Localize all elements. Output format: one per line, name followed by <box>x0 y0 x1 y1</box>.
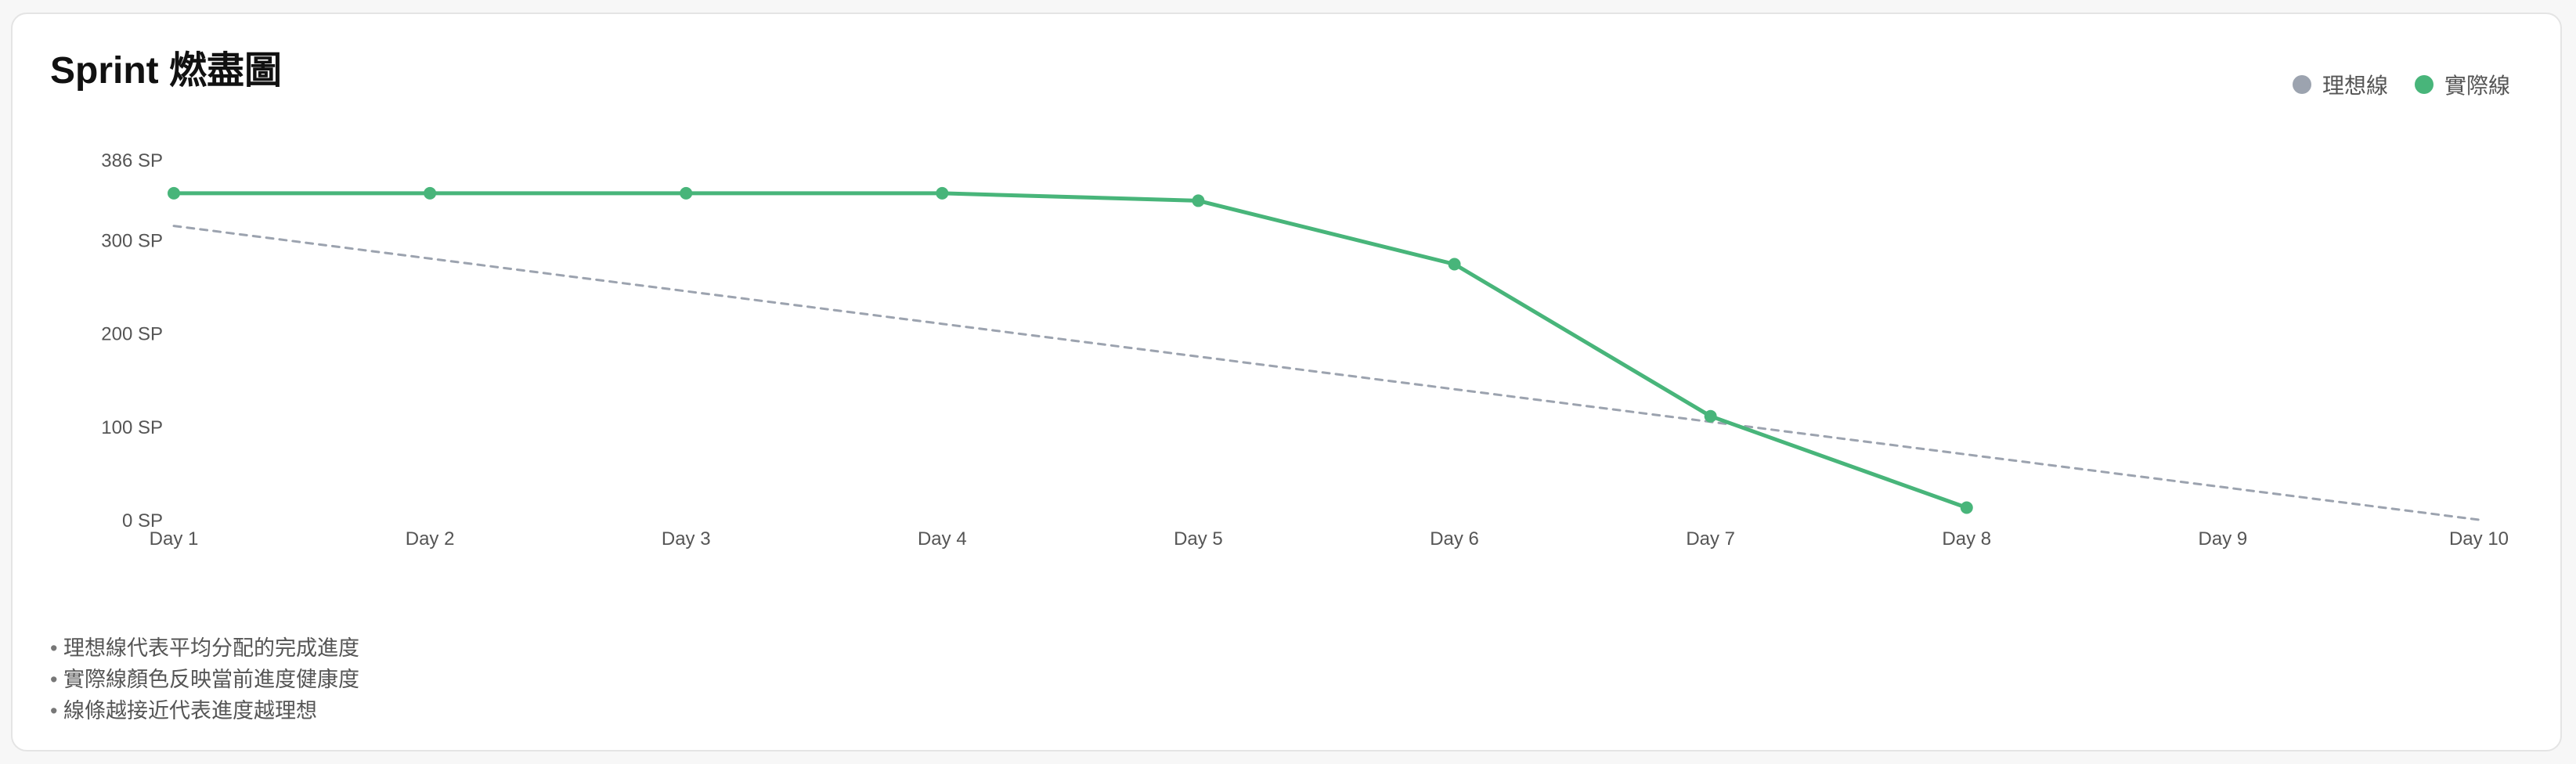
x-tick-label: Day 8 <box>1942 528 1991 550</box>
y-tick-label: 386 SP <box>101 150 163 171</box>
x-tick-label: Day 3 <box>662 528 711 550</box>
chart-notes: 理想線代表平均分配的完成進度 實際線顏色反映當前進度健康度 線條越接近代表進度越… <box>50 632 359 726</box>
x-tick-label: Day 7 <box>1686 528 1735 550</box>
actual-data-point <box>1704 409 1717 423</box>
x-tick-label: Day 10 <box>2449 528 2509 550</box>
legend-item-ideal[interactable]: 理想線 <box>2292 69 2388 100</box>
legend-actual-label: 實際線 <box>2444 74 2510 98</box>
actual-data-point <box>1448 258 1461 271</box>
chart-legend: 理想線 實際線 <box>2292 69 2510 100</box>
x-tick-label: Day 6 <box>1430 528 1479 550</box>
x-tick-label: Day 1 <box>150 528 199 550</box>
legend-item-actual[interactable]: 實際線 <box>2414 69 2510 100</box>
note-item: 理想線代表平均分配的完成進度 <box>50 632 359 664</box>
y-tick-label: 0 SP <box>122 510 163 532</box>
x-tick-label: Day 4 <box>918 528 967 550</box>
actual-data-point <box>1192 194 1205 207</box>
x-tick-label: Day 9 <box>2199 528 2248 550</box>
actual-data-point <box>1960 501 1973 514</box>
actual-data-point <box>168 186 180 200</box>
legend-ideal-label: 理想線 <box>2322 74 2388 98</box>
legend-actual-marker <box>2414 75 2433 94</box>
actual-data-point <box>680 186 693 200</box>
legend-ideal-marker <box>2292 75 2311 94</box>
x-tick-label: Day 5 <box>1174 528 1223 550</box>
actual-line <box>171 191 1969 510</box>
chart-title: Sprint 燃盡圖 <box>50 50 282 92</box>
note-item: 實際線顏色反映當前進度健康度 <box>50 664 359 695</box>
burndown-chart: 0 SP 100 SP 200 SP 300 SP 386 SP Day 1 Day 2 Da… <box>101 150 2509 550</box>
actual-data-point <box>424 186 437 200</box>
actual-data-point <box>936 186 949 200</box>
y-tick-label: 100 SP <box>101 417 163 438</box>
ideal-line <box>172 225 2480 521</box>
note-item: 線條越接近代表進度越理想 <box>50 695 359 726</box>
burndown-card: Sprint 燃盡圖 理想線 實際線 0 SP 100 SP 200 SP 300 S… <box>11 13 2562 751</box>
y-tick-label: 300 SP <box>101 230 163 251</box>
y-tick-label: 200 SP <box>101 324 163 345</box>
x-tick-label: Day 2 <box>406 528 455 550</box>
